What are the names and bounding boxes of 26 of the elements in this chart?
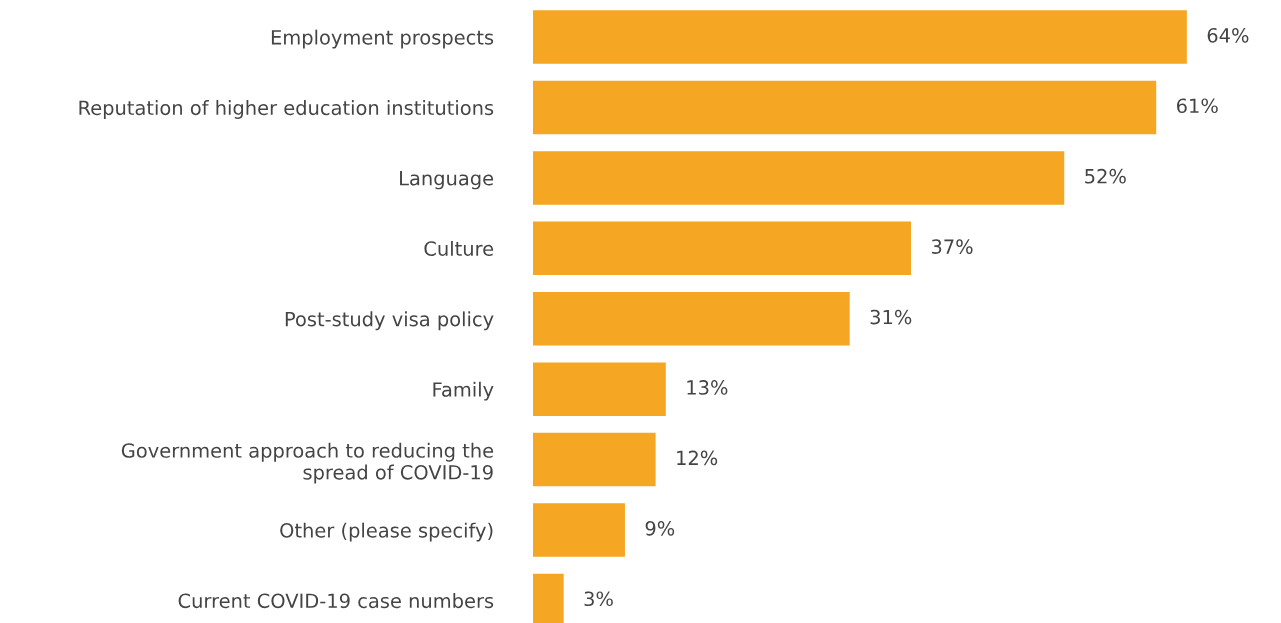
y-tick-label: Other (please specify) [280,522,493,542]
bar [533,80,1157,135]
y-tick-label: Family [433,381,494,401]
data-label: 52% [1085,168,1126,184]
data-label: 13% [687,380,728,395]
y-tick-label: Government approach to reducing the spread of COVID-19 [121,442,494,484]
bar [533,362,666,416]
data-label: 37% [931,239,973,254]
bar [533,291,850,346]
data-label: 3% [584,591,613,607]
bar [533,10,1187,64]
bar [533,432,656,487]
data-label: 9% [645,520,675,536]
data-label: 61% [1177,98,1218,114]
bar [533,151,1065,205]
data-label: 12% [677,450,718,466]
y-tick-label: Post-study visa policy [285,311,494,331]
y-tick-label: Employment prospects [271,29,494,49]
data-label: 31% [870,309,912,325]
bar [533,221,911,276]
bar [533,503,625,557]
y-tick-label: Language [400,171,494,190]
y-tick-label: Reputation of higher education institutions [79,100,494,119]
y-tick-label: Current COVID-19 case numbers [178,593,494,609]
y-tick-label: Culture [424,240,494,256]
data-label: 64% [1207,27,1249,43]
